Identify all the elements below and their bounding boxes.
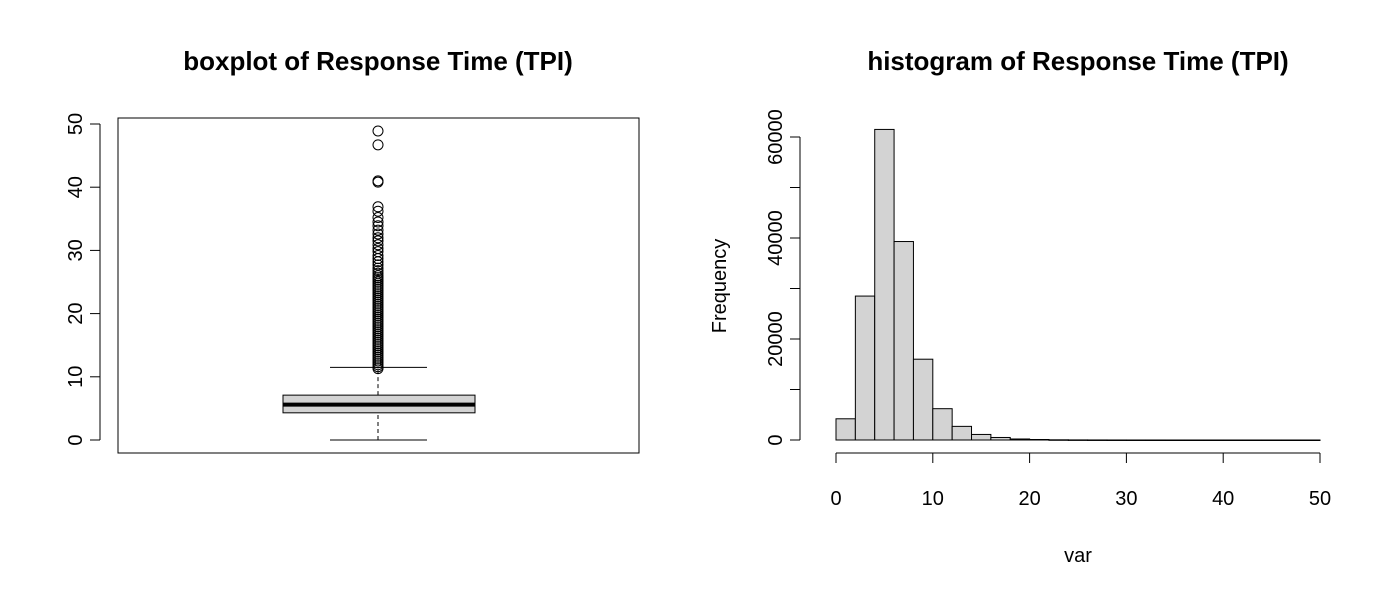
histogram-x-axis: 0 10 20 30 40 50 — [830, 452, 1331, 510]
boxplot-outlier — [372, 259, 384, 271]
boxplot-y-tick-label: 0 — [65, 434, 87, 445]
histogram-bar — [1067, 439, 1089, 441]
histogram-y-tick-label: 40000 — [765, 210, 787, 266]
boxplot-marks — [282, 125, 476, 441]
histogram-bar — [1300, 439, 1321, 441]
boxplot-outlier — [372, 265, 384, 277]
boxplot-y-tick-label: 10 — [65, 366, 87, 388]
histogram-x-tick-label: 30 — [1115, 488, 1137, 510]
boxplot-outlier — [372, 249, 384, 261]
boxplot-frame — [117, 117, 640, 454]
boxplot-outlier — [372, 270, 384, 282]
histogram-bar — [874, 128, 895, 441]
histogram-bar — [1087, 439, 1108, 441]
histogram-x-tick-label: 10 — [922, 488, 944, 510]
boxplot-outlier — [372, 262, 384, 274]
histogram-bars — [835, 128, 1321, 441]
histogram-y-tick-label: 60000 — [765, 109, 787, 165]
histogram-y-axis: 0 20000 40000 60000 — [765, 109, 801, 446]
histogram-bar — [1106, 439, 1127, 441]
histogram-bar — [951, 425, 973, 441]
histogram-y-label: Frequency — [709, 239, 731, 334]
histogram-bar — [1183, 439, 1205, 441]
histogram-bar — [971, 433, 992, 441]
histogram-x-tick-label: 20 — [1018, 488, 1040, 510]
boxplot-outlier — [372, 243, 384, 255]
boxplot-outlier — [372, 235, 384, 247]
histogram-bar — [835, 418, 856, 441]
histogram-panel: histogram of Response Time (TPI) 0 10 20 30… — [709, 46, 1331, 567]
boxplot-outlier — [372, 224, 384, 236]
boxplot-outlier — [372, 220, 384, 232]
boxplot-y-tick-label: 50 — [65, 113, 87, 135]
boxplot-outlier — [372, 212, 384, 224]
boxplot-outlier — [372, 267, 384, 279]
boxplot-outlier — [372, 201, 384, 213]
histogram-bar — [1280, 439, 1302, 441]
histogram-bar — [1029, 438, 1050, 441]
boxplot-y-axis: 0 10 20 30 40 50 — [65, 113, 101, 446]
histogram-x-tick-label: 0 — [830, 488, 841, 510]
histogram-x-tick-label: 40 — [1212, 488, 1234, 510]
histogram-bar — [1009, 438, 1031, 441]
boxplot-outlier — [372, 239, 384, 251]
histogram-bar — [1203, 439, 1224, 441]
boxplot-outlier — [372, 228, 384, 240]
boxplot-outlier — [372, 232, 384, 244]
histogram-bar — [1222, 439, 1244, 441]
histogram-y-tick-label: 20000 — [765, 311, 787, 367]
boxplot-y-tick-label: 20 — [65, 302, 87, 324]
histogram-bar — [990, 436, 1011, 441]
boxplot-title: boxplot of Response Time (TPI) — [183, 46, 573, 76]
histogram-x-label: var — [1064, 545, 1092, 567]
boxplot-outlier — [372, 205, 384, 217]
boxplot-panel: boxplot of Response Time (TPI) 0 10 20 30 40… — [65, 46, 640, 454]
boxplot-outlier — [372, 125, 384, 137]
histogram-bar — [912, 358, 934, 441]
histogram-bar — [1242, 439, 1263, 441]
histogram-title: histogram of Response Time (TPI) — [867, 46, 1288, 76]
histogram-x-tick-label: 50 — [1309, 488, 1331, 510]
boxplot-outlier — [372, 216, 384, 228]
histogram-bar — [1145, 439, 1166, 441]
histogram-bar — [932, 408, 953, 441]
histogram-bar — [893, 241, 914, 441]
histogram-bar — [1125, 439, 1147, 441]
boxplot-outlier — [372, 139, 384, 151]
histogram-bar — [854, 295, 876, 441]
boxplot-y-tick-label: 40 — [65, 176, 87, 198]
histogram-bar — [1164, 439, 1185, 441]
boxplot-outlier — [372, 246, 384, 258]
histogram-bar — [1261, 439, 1282, 441]
histogram-bar — [1048, 439, 1069, 441]
histogram-y-tick-label: 0 — [765, 434, 787, 445]
boxplot-outlier — [372, 175, 384, 187]
boxplot-y-tick-label: 30 — [65, 239, 87, 261]
